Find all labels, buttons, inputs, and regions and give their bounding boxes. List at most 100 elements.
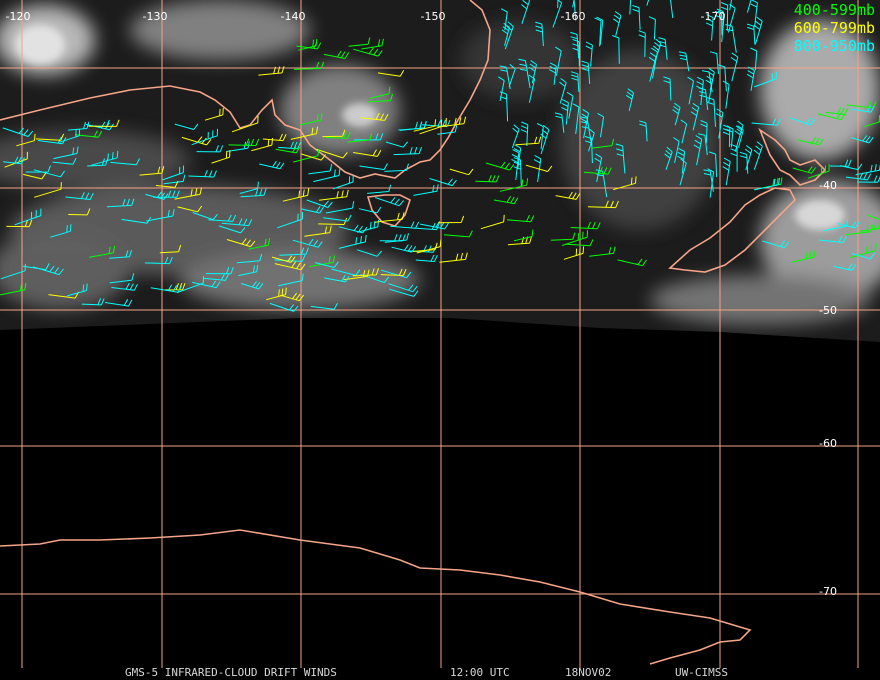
wind-barb: [851, 252, 875, 260]
wind-barb: [753, 71, 777, 88]
wind-barb: [845, 172, 872, 181]
wind-barb: [443, 230, 473, 238]
longitude-label: -170: [701, 10, 726, 23]
wind-barb: [155, 180, 179, 188]
wind-barb: [513, 229, 534, 242]
wind-barb: [50, 224, 72, 238]
wind-barb: [144, 256, 173, 265]
wind-barb: [139, 166, 165, 176]
footer: GMS-5 INFRARED-CLOUD DRIFT WINDS 12:00 UT…: [125, 666, 728, 679]
wind-barb: [360, 112, 389, 121]
wind-barb: [587, 200, 619, 209]
wind-barb: [540, 124, 550, 155]
latitude-label: -60: [819, 437, 837, 450]
wind-barb: [367, 184, 392, 194]
wind-barb: [580, 108, 589, 139]
wind-barb: [823, 219, 849, 232]
legend-entry: 600-799mb: [794, 19, 875, 37]
wind-barb: [673, 137, 680, 163]
wind-barb: [521, 0, 531, 24]
wind-barb: [511, 124, 520, 149]
wind-barb: [555, 46, 562, 76]
wind-barb: [438, 215, 465, 224]
wind-barb: [572, 103, 580, 135]
wind-barb: [258, 66, 285, 76]
wind-barb: [293, 61, 325, 70]
wind-barb: [52, 157, 77, 165]
latitude-label: -40: [819, 179, 837, 192]
wind-barb: [259, 160, 285, 170]
wind-barb: [121, 216, 152, 224]
wind-barb: [393, 146, 422, 156]
wind-barb: [855, 163, 880, 176]
wind-barb: [196, 145, 224, 153]
wind-barb: [566, 91, 574, 119]
wind-barb: [833, 263, 857, 271]
wind-barb: [746, 23, 756, 45]
wind-barb: [6, 219, 33, 228]
wind-barb: [34, 182, 62, 198]
wind-barb: [68, 208, 91, 216]
wind-barb: [439, 252, 468, 263]
wind-barb: [629, 0, 632, 15]
wind-barb: [316, 148, 348, 159]
wind-barb: [109, 273, 135, 284]
longitude-label: -150: [421, 10, 446, 23]
wind-barb: [413, 119, 437, 132]
wind-barb: [437, 125, 458, 135]
wind-barb: [159, 244, 182, 254]
wind-barb: [750, 0, 758, 28]
wind-barb: [499, 65, 511, 90]
tasmania-coast: [366, 194, 411, 227]
wind-barb: [358, 206, 382, 214]
wind-barb: [347, 133, 373, 143]
wind-barb: [300, 206, 324, 214]
wind-barb: [110, 158, 140, 166]
wind-barb: [204, 107, 224, 121]
wind-barb: [275, 145, 301, 154]
wind-barb: [384, 163, 409, 172]
wind-barb: [412, 242, 438, 252]
wind-barb: [515, 136, 542, 146]
wind-barb: [669, 0, 674, 19]
wind-barb: [251, 138, 273, 152]
wind-barb: [585, 41, 593, 67]
footer-text: UW-CIMSS: [675, 666, 728, 679]
wind-barb: [174, 123, 199, 130]
longitude-label: -130: [143, 10, 168, 23]
wind-barb: [501, 22, 510, 46]
wind-barb: [377, 69, 405, 77]
wind-barb: [726, 125, 734, 148]
wind-barb: [819, 235, 847, 243]
wind-barb: [361, 38, 384, 50]
wind-barb: [839, 163, 863, 171]
wind-barb: [789, 117, 816, 126]
wind-barb: [714, 10, 723, 36]
wind-barb: [612, 176, 637, 191]
wind-barb: [734, 120, 744, 152]
wind-barb: [314, 261, 339, 268]
wind-barb: [375, 197, 405, 207]
wind-barb: [859, 221, 880, 232]
wind-barb: [573, 0, 577, 21]
wind-barb: [0, 263, 26, 280]
wind-barb: [391, 244, 417, 253]
wind-barb: [278, 141, 301, 150]
wind-barb: [310, 302, 338, 310]
wind-barb: [555, 191, 581, 200]
wind-barb: [638, 30, 646, 57]
wind-barb: [162, 165, 184, 181]
wind-barb: [552, 0, 563, 28]
wind-barb: [687, 76, 694, 105]
wind-barb: [205, 267, 234, 275]
wind-barb: [513, 157, 522, 186]
wind-barb: [730, 143, 738, 172]
wind-barb: [218, 225, 246, 234]
wind-barb: [678, 51, 690, 72]
wind-barb: [698, 133, 708, 156]
wind-barb: [111, 282, 138, 291]
wind-barb: [298, 38, 318, 51]
wind-barb: [572, 38, 580, 67]
wind-barb: [570, 71, 580, 92]
wind-barb: [570, 221, 601, 230]
